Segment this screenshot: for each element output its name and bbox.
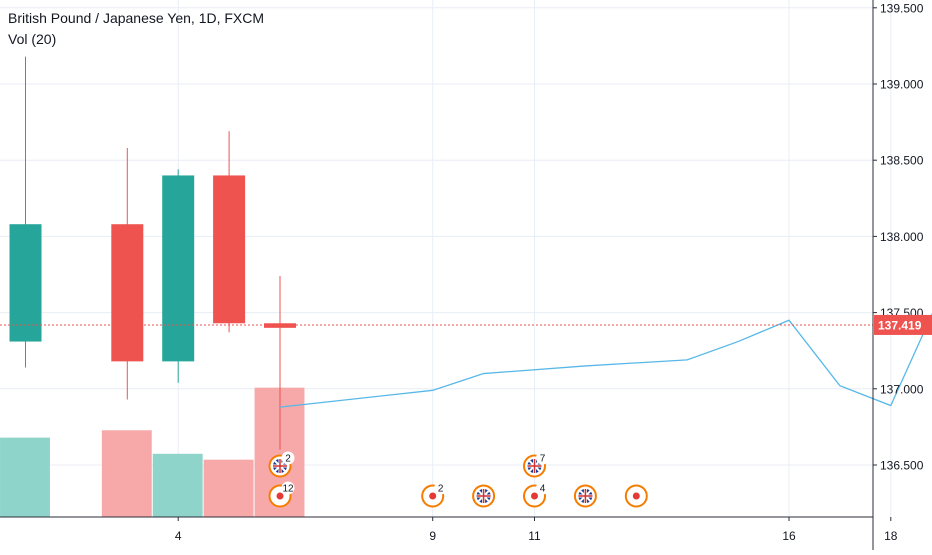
current-price-label: 137.419: [878, 318, 922, 332]
event-marker[interactable]: [472, 484, 496, 508]
uk-flag-icon: [476, 489, 491, 503]
event-marker[interactable]: [624, 484, 648, 508]
event-markers[interactable]: 2 12 2 7 4: [268, 451, 648, 508]
event-badge-count: 7: [540, 454, 546, 465]
price-axis-label: 139.500: [880, 1, 924, 15]
dot-icon: [276, 492, 284, 500]
event-badge-bg: [281, 451, 295, 465]
event-marker[interactable]: 4: [523, 481, 549, 508]
event-marker[interactable]: 2: [268, 451, 295, 478]
event-badge-bg: [281, 481, 295, 495]
time-axis-label: 11: [528, 529, 541, 543]
event-marker[interactable]: 12: [268, 481, 295, 508]
time-axis-label: 18: [884, 529, 898, 543]
volume-bar: [152, 453, 203, 517]
current-price-tag: 137.419: [874, 314, 932, 335]
event-badge-count: 2: [285, 454, 291, 465]
event-marker[interactable]: 7: [523, 451, 549, 478]
candle-body: [111, 224, 144, 362]
event-badge-bg: [536, 481, 549, 495]
candle-body: [9, 224, 42, 342]
event-marker[interactable]: 2: [421, 481, 448, 508]
price-axis-label: 136.500: [880, 459, 924, 473]
volume-bar: [203, 459, 254, 517]
uk-flag-icon: [578, 489, 593, 503]
volume-bars: [0, 387, 305, 517]
dot-icon: [531, 492, 538, 500]
time-axis-label: 9: [429, 529, 436, 543]
event-badge-bg: [434, 481, 448, 495]
price-axis-label: 138.000: [880, 230, 924, 244]
event-badge-count: 12: [282, 484, 294, 495]
legend-block: British Pound / Japanese Yen, 1D, FXCM V…: [8, 8, 264, 50]
event-marker[interactable]: [573, 484, 597, 508]
price-axis-label: 138.500: [880, 154, 924, 168]
volume-bar: [101, 430, 152, 517]
symbol-title: British Pound / Japanese Yen, 1D, FXCM: [8, 10, 265, 26]
price-axis-label: 139.000: [880, 78, 924, 92]
candle-body: [264, 323, 296, 328]
volume-indicator-label[interactable]: Vol (20): [8, 31, 57, 47]
event-badge-count: 4: [540, 484, 546, 495]
candles: [9, 56, 296, 450]
dot-icon: [429, 492, 437, 500]
dot-icon: [632, 492, 640, 500]
candle-body: [162, 175, 195, 362]
grid-lines: [0, 0, 892, 517]
candle-body: [213, 175, 246, 324]
forecast-line-group: [279, 312, 932, 408]
time-axis-label: 4: [175, 529, 182, 543]
event-badge-bg: [536, 451, 549, 465]
current-price-tag-bg: [874, 314, 932, 335]
price-axis-label: 137.000: [880, 382, 924, 396]
time-axis-label: 16: [782, 529, 796, 543]
volume-bar: [0, 437, 50, 517]
event-badge-count: 2: [438, 484, 444, 495]
forecast-line: [279, 312, 932, 408]
